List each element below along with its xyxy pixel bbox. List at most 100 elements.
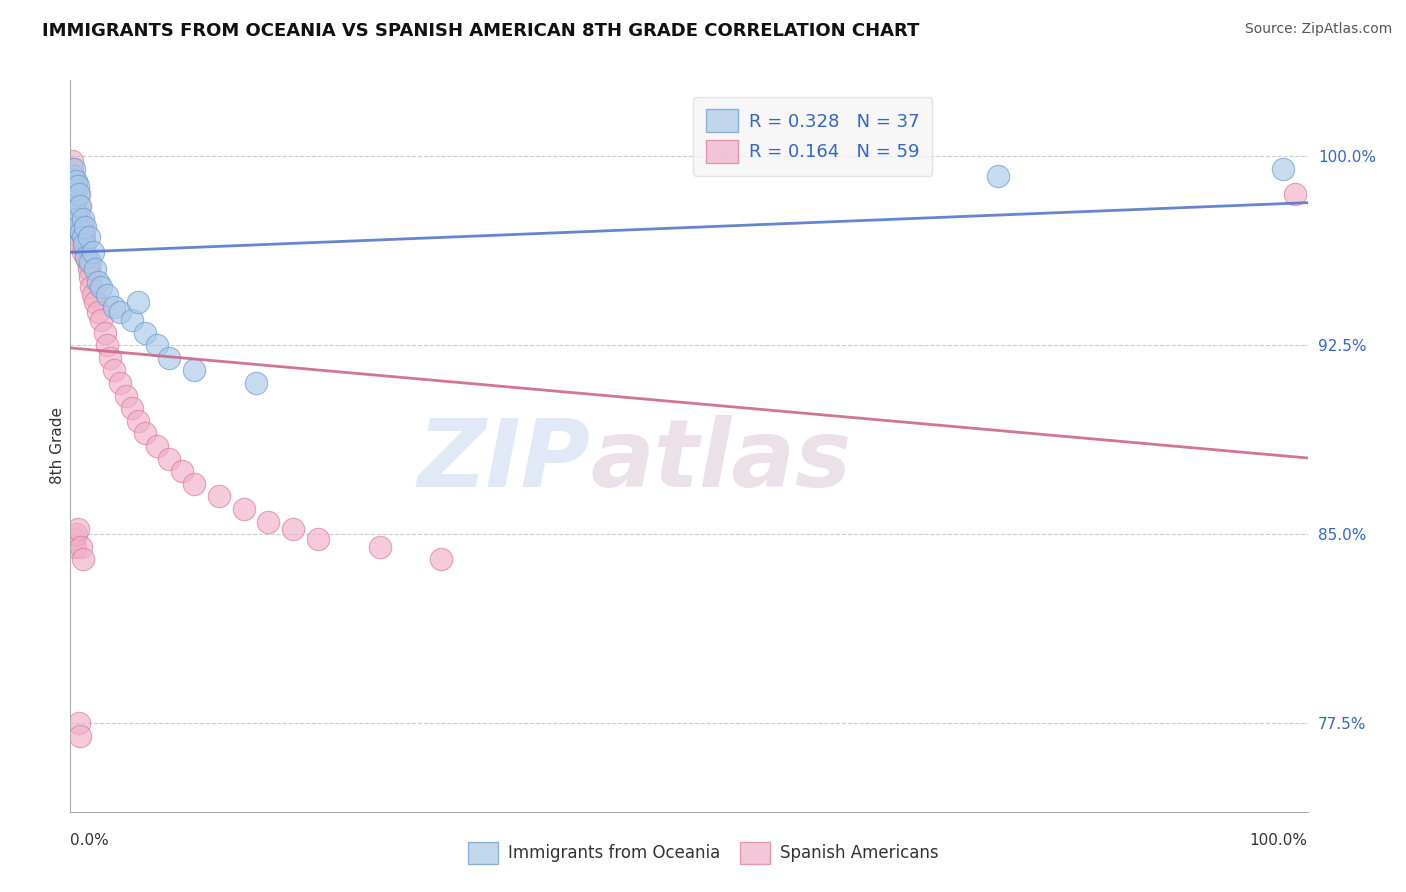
Point — [134, 326, 156, 340]
Point — [66, 219, 89, 234]
Legend: Immigrants from Oceania, Spanish Americans: Immigrants from Oceania, Spanish America… — [461, 836, 945, 871]
Point — [66, 219, 89, 234]
Point — [79, 270, 101, 285]
Point — [65, 204, 87, 219]
Text: 100.0%: 100.0% — [1250, 832, 1308, 847]
Point — [66, 186, 89, 201]
Point — [69, 237, 91, 252]
Point — [281, 522, 304, 536]
Point — [63, 533, 86, 547]
Point — [63, 186, 86, 201]
Point — [103, 300, 125, 314]
Point — [134, 426, 156, 441]
Point — [65, 212, 87, 227]
Text: Source: ZipAtlas.com: Source: ZipAtlas.com — [1244, 22, 1392, 37]
Point — [90, 280, 112, 294]
Point — [77, 262, 100, 277]
Point — [65, 179, 87, 194]
Point — [65, 174, 87, 188]
Point — [63, 161, 86, 176]
Text: atlas: atlas — [591, 415, 851, 507]
Point — [65, 194, 87, 209]
Point — [76, 255, 98, 269]
Legend: R = 0.328   N = 37, R = 0.164   N = 59: R = 0.328 N = 37, R = 0.164 N = 59 — [693, 96, 932, 176]
Point — [63, 186, 86, 201]
Point — [121, 313, 143, 327]
Point — [72, 244, 94, 259]
Point — [66, 179, 89, 194]
Point — [245, 376, 267, 390]
Point — [84, 262, 107, 277]
Point — [75, 219, 97, 234]
Point — [82, 287, 104, 301]
Point — [96, 338, 118, 352]
Text: IMMIGRANTS FROM OCEANIA VS SPANISH AMERICAN 8TH GRADE CORRELATION CHART: IMMIGRANTS FROM OCEANIA VS SPANISH AMERI… — [42, 22, 920, 40]
Point — [72, 552, 94, 566]
Point — [69, 212, 91, 227]
Point — [72, 212, 94, 227]
Point — [94, 326, 117, 340]
Point — [65, 527, 87, 541]
Point — [127, 414, 149, 428]
Point — [183, 363, 205, 377]
Point — [121, 401, 143, 416]
Point — [1271, 161, 1294, 176]
Point — [232, 502, 254, 516]
Point — [307, 533, 329, 547]
Point — [65, 212, 87, 227]
Point — [103, 363, 125, 377]
Point — [75, 250, 97, 264]
Point — [157, 451, 180, 466]
Point — [67, 716, 90, 731]
Y-axis label: 8th Grade: 8th Grade — [49, 408, 65, 484]
Point — [82, 244, 104, 259]
Point — [70, 225, 93, 239]
Point — [70, 225, 93, 239]
Point — [67, 229, 90, 244]
Point — [73, 229, 96, 244]
Point — [368, 540, 391, 554]
Point — [208, 490, 231, 504]
Text: ZIP: ZIP — [418, 415, 591, 507]
Point — [170, 464, 193, 478]
Point — [77, 229, 100, 244]
Point — [987, 169, 1010, 183]
Point — [62, 179, 84, 194]
Point — [60, 153, 83, 168]
Point — [115, 388, 138, 402]
Point — [108, 376, 131, 390]
Point — [60, 174, 83, 188]
Point — [183, 476, 205, 491]
Point — [63, 174, 86, 188]
Point — [65, 540, 87, 554]
Point — [60, 161, 83, 176]
Point — [90, 313, 112, 327]
Point — [1284, 186, 1306, 201]
Point — [127, 295, 149, 310]
Point — [66, 522, 89, 536]
Point — [69, 199, 91, 213]
Point — [79, 255, 101, 269]
Point — [65, 204, 87, 219]
Point — [146, 338, 169, 352]
Point — [108, 305, 131, 319]
Point — [157, 351, 180, 365]
Point — [62, 179, 84, 194]
Point — [67, 199, 90, 213]
Point — [73, 237, 96, 252]
Text: 0.0%: 0.0% — [70, 832, 110, 847]
Point — [75, 250, 97, 264]
Point — [257, 515, 280, 529]
Point — [96, 287, 118, 301]
Point — [86, 305, 108, 319]
Point — [70, 540, 93, 554]
Point — [62, 169, 84, 183]
Point — [72, 219, 94, 234]
Point — [72, 229, 94, 244]
Point — [65, 194, 87, 209]
Point — [98, 351, 121, 365]
Point — [67, 186, 90, 201]
Point — [146, 439, 169, 453]
Point — [62, 169, 84, 183]
Point — [69, 729, 91, 743]
